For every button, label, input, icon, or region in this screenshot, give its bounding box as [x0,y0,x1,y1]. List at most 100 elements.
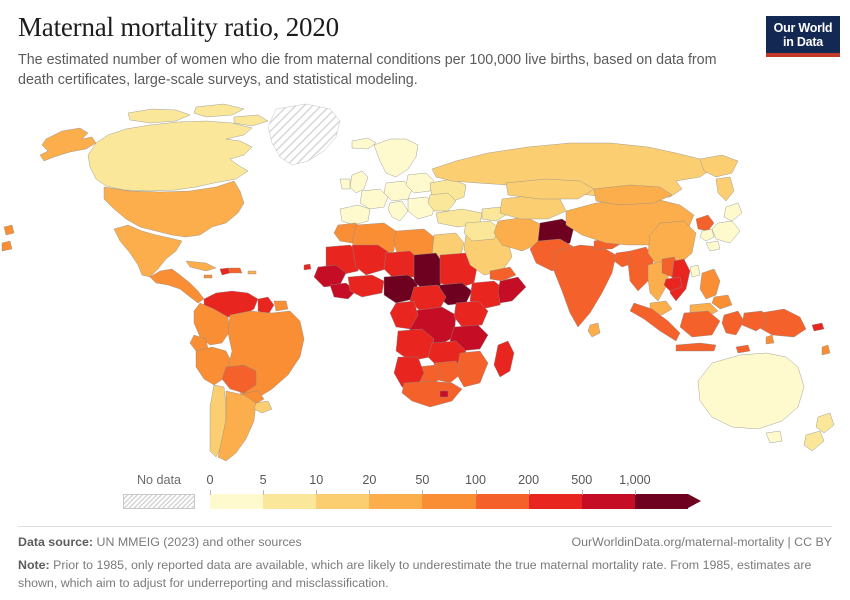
country-cuba[interactable] [186,261,216,271]
country-japan-honshu[interactable] [712,221,740,243]
country-iceland[interactable] [352,138,376,149]
country-kenya-uganda[interactable] [454,301,488,327]
country-myanmar[interactable] [628,247,654,291]
legend-segment-8[interactable] [634,494,688,509]
country-united-states[interactable] [104,181,244,237]
country-indonesia-java[interactable] [676,343,716,351]
country-cape-verde[interactable] [304,264,311,270]
country-south-korea[interactable] [700,229,714,241]
legend-tick-label-5: 100 [465,473,487,487]
country-iberia[interactable] [340,205,370,225]
country-tasmania[interactable] [766,431,782,443]
country-alaska[interactable] [40,128,96,161]
country-gabon-congo[interactable] [390,301,418,329]
country-dominican-republic[interactable] [228,268,242,273]
country-papua-west[interactable] [742,311,768,331]
legend-tick-label-0: 0 [206,473,214,487]
legend-segment-6[interactable] [528,494,582,509]
country-south-africa[interactable] [402,381,462,407]
owid-permalink[interactable]: OurWorldinData.org/maternal-mortality | … [571,535,832,549]
country-france[interactable] [360,189,388,209]
country-new-zealand-south[interactable] [804,431,824,451]
country-argentina[interactable] [218,391,256,461]
country-solomon-islands[interactable] [812,323,824,331]
map-countries[interactable] [2,103,834,461]
country-canada-islands-2[interactable] [194,104,244,117]
map-legend[interactable]: No data 0 5 10 20 50 100 200 500 1,000 [0,470,850,516]
country-puerto-rico[interactable] [248,271,256,274]
country-russia-far-east[interactable] [700,155,738,177]
country-scandinavia[interactable] [374,139,418,177]
country-somalia[interactable] [498,277,526,303]
country-ireland[interactable] [340,179,350,189]
map-svg[interactable] [0,95,850,470]
country-sri-lanka[interactable] [588,323,600,337]
legend-tick-label-1: 5 [259,473,267,487]
country-india[interactable] [554,245,616,327]
country-fiji[interactable] [766,335,774,344]
legend-tick-mark-7 [581,490,583,495]
country-suriname[interactable] [274,301,288,311]
country-uruguay[interactable] [254,401,272,413]
country-pacific-islands-west-2[interactable] [2,241,12,251]
country-indonesia-borneo[interactable] [680,311,720,337]
chart-note: Note: Prior to 1985, only reported data … [18,557,832,593]
country-cambodia[interactable] [664,277,682,291]
country-indonesia-sumatra[interactable] [630,303,680,341]
country-taiwan[interactable] [690,265,700,277]
country-japan-kyushu[interactable] [706,241,720,251]
legend-tick-mark-3 [369,490,371,495]
legend-tick-label-3: 20 [362,473,377,487]
world-choropleth-map[interactable] [0,95,850,470]
country-guyana[interactable] [258,297,274,315]
legend-no-data-block[interactable]: No data [115,470,203,487]
legend-scale-block[interactable]: 0 5 10 20 50 100 200 500 1,000 [206,470,735,516]
country-ivory-coast-ghana[interactable] [348,275,384,297]
country-jamaica[interactable] [204,275,212,278]
country-canada-islands-3[interactable] [234,115,268,126]
country-vanuatu[interactable] [822,345,830,355]
country-madagascar[interactable] [494,341,514,377]
legend-segment-7[interactable] [581,494,635,509]
legend-no-data-swatch[interactable] [123,494,195,509]
country-mozambique[interactable] [456,351,488,387]
country-greenland-no-data[interactable] [267,103,341,166]
country-kazakhstan[interactable] [506,179,594,199]
country-new-zealand[interactable] [816,413,834,433]
country-bolivia[interactable] [222,365,256,393]
country-russia[interactable] [432,143,712,199]
country-philippines-south[interactable] [712,295,732,309]
country-mexico[interactable] [114,225,182,277]
country-italy[interactable] [388,201,408,221]
legend-segment-5[interactable] [475,494,529,509]
country-united-kingdom[interactable] [350,171,368,193]
country-caucasus[interactable] [482,207,506,221]
legend-segment-2[interactable] [316,494,370,509]
country-chad[interactable] [414,253,444,291]
country-canada[interactable] [88,121,252,191]
country-colombia[interactable] [194,303,230,345]
legend-color-bar[interactable] [210,494,688,509]
country-iraq-syria[interactable] [464,221,500,241]
legend-segment-1[interactable] [263,494,317,509]
country-canada-islands-1[interactable] [128,109,190,123]
country-pacific-islands-west[interactable] [4,225,14,235]
country-japan[interactable] [724,203,742,221]
legend-segment-4[interactable] [422,494,476,509]
legend-segment-0[interactable] [210,494,264,509]
country-north-korea[interactable] [696,215,714,231]
country-philippines[interactable] [700,269,720,299]
country-indonesia-sulawesi[interactable] [722,311,744,335]
country-poland-baltics[interactable] [406,173,434,193]
legend-tick-label-7: 500 [571,473,593,487]
country-mongolia[interactable] [594,185,672,205]
legend-tick-label-2: 10 [309,473,324,487]
country-australia[interactable] [698,353,804,429]
country-central-america[interactable] [150,269,204,303]
country-timor-leste[interactable] [736,345,750,353]
owid-logo[interactable]: Our World in Data [766,16,840,57]
legend-segment-3[interactable] [369,494,423,509]
country-russia-kamchatka[interactable] [716,177,734,201]
country-lesotho[interactable] [440,391,448,397]
country-yemen[interactable] [490,267,516,281]
